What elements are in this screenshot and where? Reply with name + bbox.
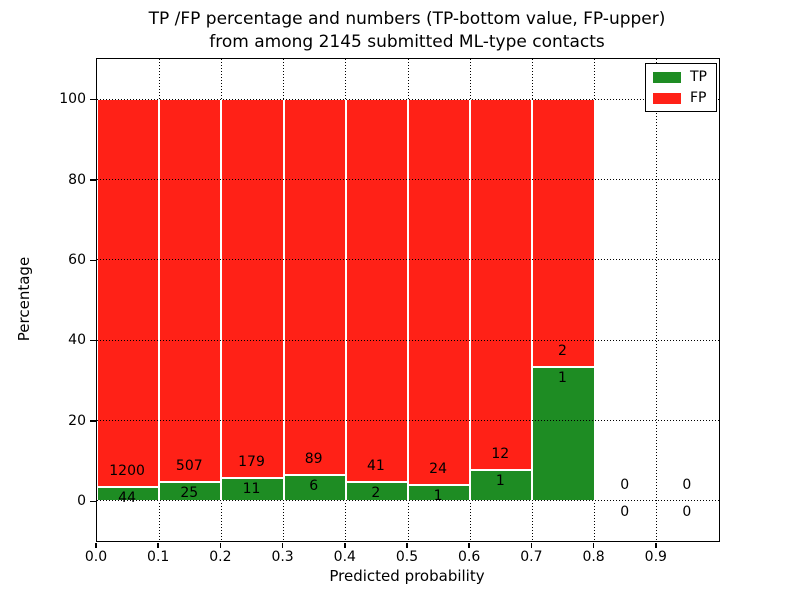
- legend: TP FP: [645, 63, 717, 112]
- bar-segment-fp: [408, 99, 471, 485]
- bar-count-label-fp: 2: [558, 342, 567, 359]
- bar-segment-tp: [283, 475, 346, 501]
- bar-count-label-fp: 24: [429, 460, 447, 477]
- x-tick-label: 0.2: [209, 549, 232, 565]
- x-tick-label: 0.1: [147, 549, 170, 565]
- fp-color-swatch: [653, 92, 681, 104]
- y-tick-mark: [90, 179, 96, 181]
- chart-title-line1: TP /FP percentage and numbers (TP-bottom…: [148, 9, 666, 29]
- x-tick-label: 0.3: [271, 549, 294, 565]
- gridline-vertical: [594, 59, 596, 541]
- x-tick-mark: [655, 543, 657, 548]
- bar-segment-tp: [345, 482, 408, 501]
- bar-count-label-fp: 179: [238, 453, 265, 470]
- gridline-horizontal: [97, 500, 719, 502]
- y-tick-label: 100: [59, 91, 86, 108]
- legend-label-tp: TP: [690, 69, 707, 85]
- bar-count-label-fp: 507: [175, 457, 203, 474]
- y-tick-mark: [90, 259, 96, 262]
- bar-segment-fp: [283, 99, 346, 476]
- x-tick-label: 0.8: [582, 549, 605, 565]
- x-tick-label: 0.0: [84, 549, 108, 565]
- bar-segment-tp: [532, 366, 595, 501]
- x-tick-mark: [281, 543, 284, 548]
- chart-title: TP /FP percentage and numbers (TP-bottom…: [96, 8, 718, 54]
- y-axis-label: Percentage: [15, 256, 33, 342]
- bar-segment-fp: [97, 99, 160, 487]
- y-tick-label: 40: [68, 332, 86, 349]
- x-tick-label: 0.6: [458, 549, 481, 565]
- gridline-horizontal: [97, 98, 719, 100]
- bar-count-label-tp: 25: [180, 484, 199, 501]
- y-tick-mark: [90, 500, 96, 503]
- gridline-horizontal: [97, 179, 719, 180]
- x-tick-mark: [219, 543, 222, 548]
- plot-area: TP FP: [96, 58, 720, 542]
- bar-count-label-fp: 12: [491, 445, 510, 462]
- bar-segment-fp: [345, 99, 408, 483]
- bar-count-label-fp: 41: [366, 458, 385, 475]
- y-tick-label: 20: [68, 412, 86, 429]
- bar-count-label-fp: 0: [682, 476, 692, 493]
- x-tick-mark: [344, 543, 346, 548]
- x-tick-mark: [157, 543, 159, 548]
- tp-color-swatch: [653, 71, 681, 83]
- bar-segment-tp: [470, 469, 533, 501]
- y-tick-mark: [90, 420, 96, 422]
- bar-segment-tp: [221, 477, 284, 501]
- y-tick-label: 0: [77, 492, 86, 509]
- x-tick-mark: [468, 543, 470, 548]
- y-tick-mark: [90, 98, 96, 101]
- bar-count-label-tp: 2: [371, 485, 381, 502]
- bar-segment-tp: [97, 486, 160, 501]
- bar-count-label-tp: 1: [495, 472, 505, 489]
- bar-count-label-tp: 1: [433, 487, 443, 504]
- bar-count-label-tp: 6: [309, 478, 319, 495]
- bar-count-label-tp: 0: [620, 503, 630, 520]
- bar-segment-fp: [159, 99, 222, 482]
- x-tick-label: 0.9: [644, 549, 667, 565]
- x-tick-label: 0.7: [520, 549, 543, 565]
- legend-entry-tp: TP: [653, 70, 707, 84]
- bar-count-label-tp: 44: [118, 489, 136, 506]
- bar-count-label-fp: 89: [304, 451, 323, 468]
- bar-segment-fp: [532, 99, 595, 367]
- x-tick-mark: [95, 543, 97, 548]
- y-tick-label: 80: [68, 171, 86, 188]
- chart-title-line2: from among 2145 submitted ML-type contac…: [209, 32, 605, 52]
- bar-segment-tp: [408, 484, 471, 501]
- bar-count-label-tp: 1: [558, 369, 567, 386]
- gridline-horizontal: [97, 339, 719, 341]
- bar-count-label-fp: 1200: [109, 462, 145, 479]
- x-tick-mark: [530, 543, 533, 548]
- x-tick-mark: [592, 543, 595, 548]
- x-tick-label: 0.4: [333, 549, 356, 565]
- legend-label-fp: FP: [690, 90, 707, 106]
- gridline-horizontal: [97, 259, 719, 261]
- gridline-horizontal: [97, 420, 719, 421]
- bar-segment-fp: [470, 99, 533, 470]
- bar-count-label-fp: 0: [620, 476, 630, 493]
- bar-segment-fp: [221, 99, 284, 478]
- y-tick-label: 60: [68, 251, 86, 268]
- x-axis-label: Predicted probability: [329, 567, 485, 585]
- bar-count-label-tp: 0: [682, 503, 692, 520]
- x-tick-label: 0.5: [395, 549, 419, 565]
- y-tick-mark: [90, 339, 96, 342]
- legend-entry-fp: FP: [653, 91, 707, 105]
- bar-count-label-tp: 11: [242, 480, 261, 497]
- gridline-vertical: [656, 59, 658, 541]
- x-tick-mark: [406, 543, 408, 548]
